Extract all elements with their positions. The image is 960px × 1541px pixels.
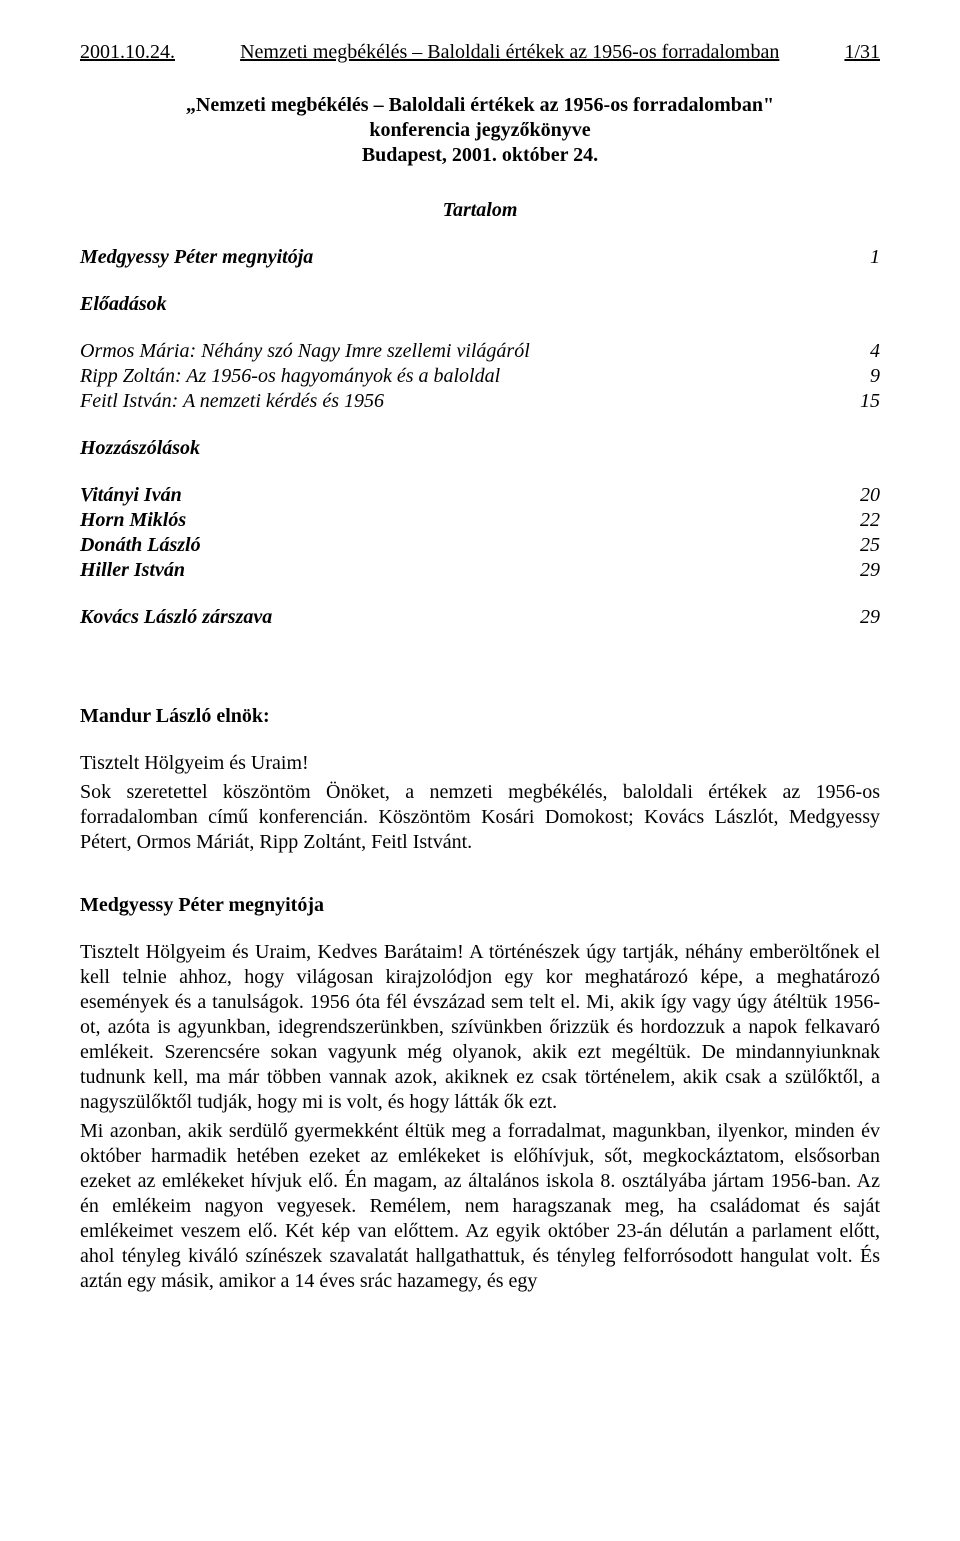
speaker-medgyessy: Medgyessy Péter megnyitója	[80, 893, 880, 918]
toc-lecture-page: 9	[840, 364, 880, 389]
toc-closing-page: 29	[840, 605, 880, 630]
toc-comment-row: Donáth László 25	[80, 533, 880, 558]
toc-comment-label: Hiller István	[80, 558, 185, 583]
document-page: 2001.10.24. Nemzeti megbékélés – Balolda…	[0, 0, 960, 1338]
toc-comment-page: 29	[840, 558, 880, 583]
speaker-mandur: Mandur László elnök:	[80, 704, 880, 729]
toc-lecture-label: Ripp Zoltán: Az 1956-os hagyományok és a…	[80, 364, 500, 389]
toc-lecture-label: Feitl István: A nemzeti kérdés és 1956	[80, 389, 384, 414]
toc-opening-row: Medgyessy Péter megnyitója 1	[80, 245, 880, 270]
toc-comment-row: Vitányi Iván 20	[80, 483, 880, 508]
spacer	[80, 630, 880, 666]
header-date: 2001.10.24.	[80, 40, 175, 65]
toc-comment-row: Horn Miklós 22	[80, 508, 880, 533]
toc-comment-page: 22	[840, 508, 880, 533]
toc-comment-row: Hiller István 29	[80, 558, 880, 583]
toc-comment-page: 25	[840, 533, 880, 558]
header-page-number: 1/31	[844, 40, 880, 65]
toc-lecture-row: Ormos Mária: Néhány szó Nagy Imre szelle…	[80, 339, 880, 364]
document-title: „Nemzeti megbékélés – Baloldali értékek …	[80, 93, 880, 168]
title-line-1: „Nemzeti megbékélés – Baloldali értékek …	[80, 93, 880, 118]
toc-lecture-row: Ripp Zoltán: Az 1956-os hagyományok és a…	[80, 364, 880, 389]
toc-closing-row: Kovács László zárszava 29	[80, 605, 880, 630]
toc-comment-page: 20	[840, 483, 880, 508]
toc-opening-page: 1	[840, 245, 880, 270]
toc-opening-label: Medgyessy Péter megnyitója	[80, 245, 313, 270]
toc-lecture-label: Ormos Mária: Néhány szó Nagy Imre szelle…	[80, 339, 530, 364]
toc-lecture-page: 4	[840, 339, 880, 364]
toc-comment-label: Vitányi Iván	[80, 483, 182, 508]
title-line-3: Budapest, 2001. október 24.	[80, 143, 880, 168]
toc-comments-label: Hozzászólások	[80, 436, 880, 461]
paragraph: Mi azonban, akik serdülő gyermekként élt…	[80, 1119, 880, 1294]
toc-closing-label: Kovács László zárszava	[80, 605, 272, 630]
toc-lectures-label: Előadások	[80, 292, 880, 317]
paragraph: Tisztelt Hölgyeim és Uraim!	[80, 751, 880, 776]
header-title: Nemzeti megbékélés – Baloldali értékek a…	[240, 40, 779, 65]
toc-comment-label: Horn Miklós	[80, 508, 186, 533]
paragraph: Sok szeretettel köszöntöm Önöket, a nemz…	[80, 780, 880, 855]
spacer	[80, 583, 880, 605]
paragraph: Tisztelt Hölgyeim és Uraim, Kedves Barát…	[80, 940, 880, 1115]
toc-lecture-row: Feitl István: A nemzeti kérdés és 1956 1…	[80, 389, 880, 414]
title-line-2: konferencia jegyzőkönyve	[80, 118, 880, 143]
toc-heading: Tartalom	[80, 198, 880, 223]
toc-comment-label: Donáth László	[80, 533, 201, 558]
page-header: 2001.10.24. Nemzeti megbékélés – Balolda…	[80, 40, 880, 65]
toc-lecture-page: 15	[840, 389, 880, 414]
